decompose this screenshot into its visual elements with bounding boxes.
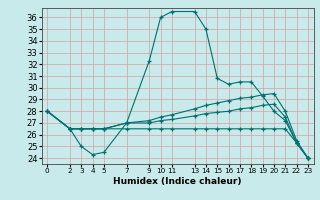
X-axis label: Humidex (Indice chaleur): Humidex (Indice chaleur) xyxy=(113,177,242,186)
